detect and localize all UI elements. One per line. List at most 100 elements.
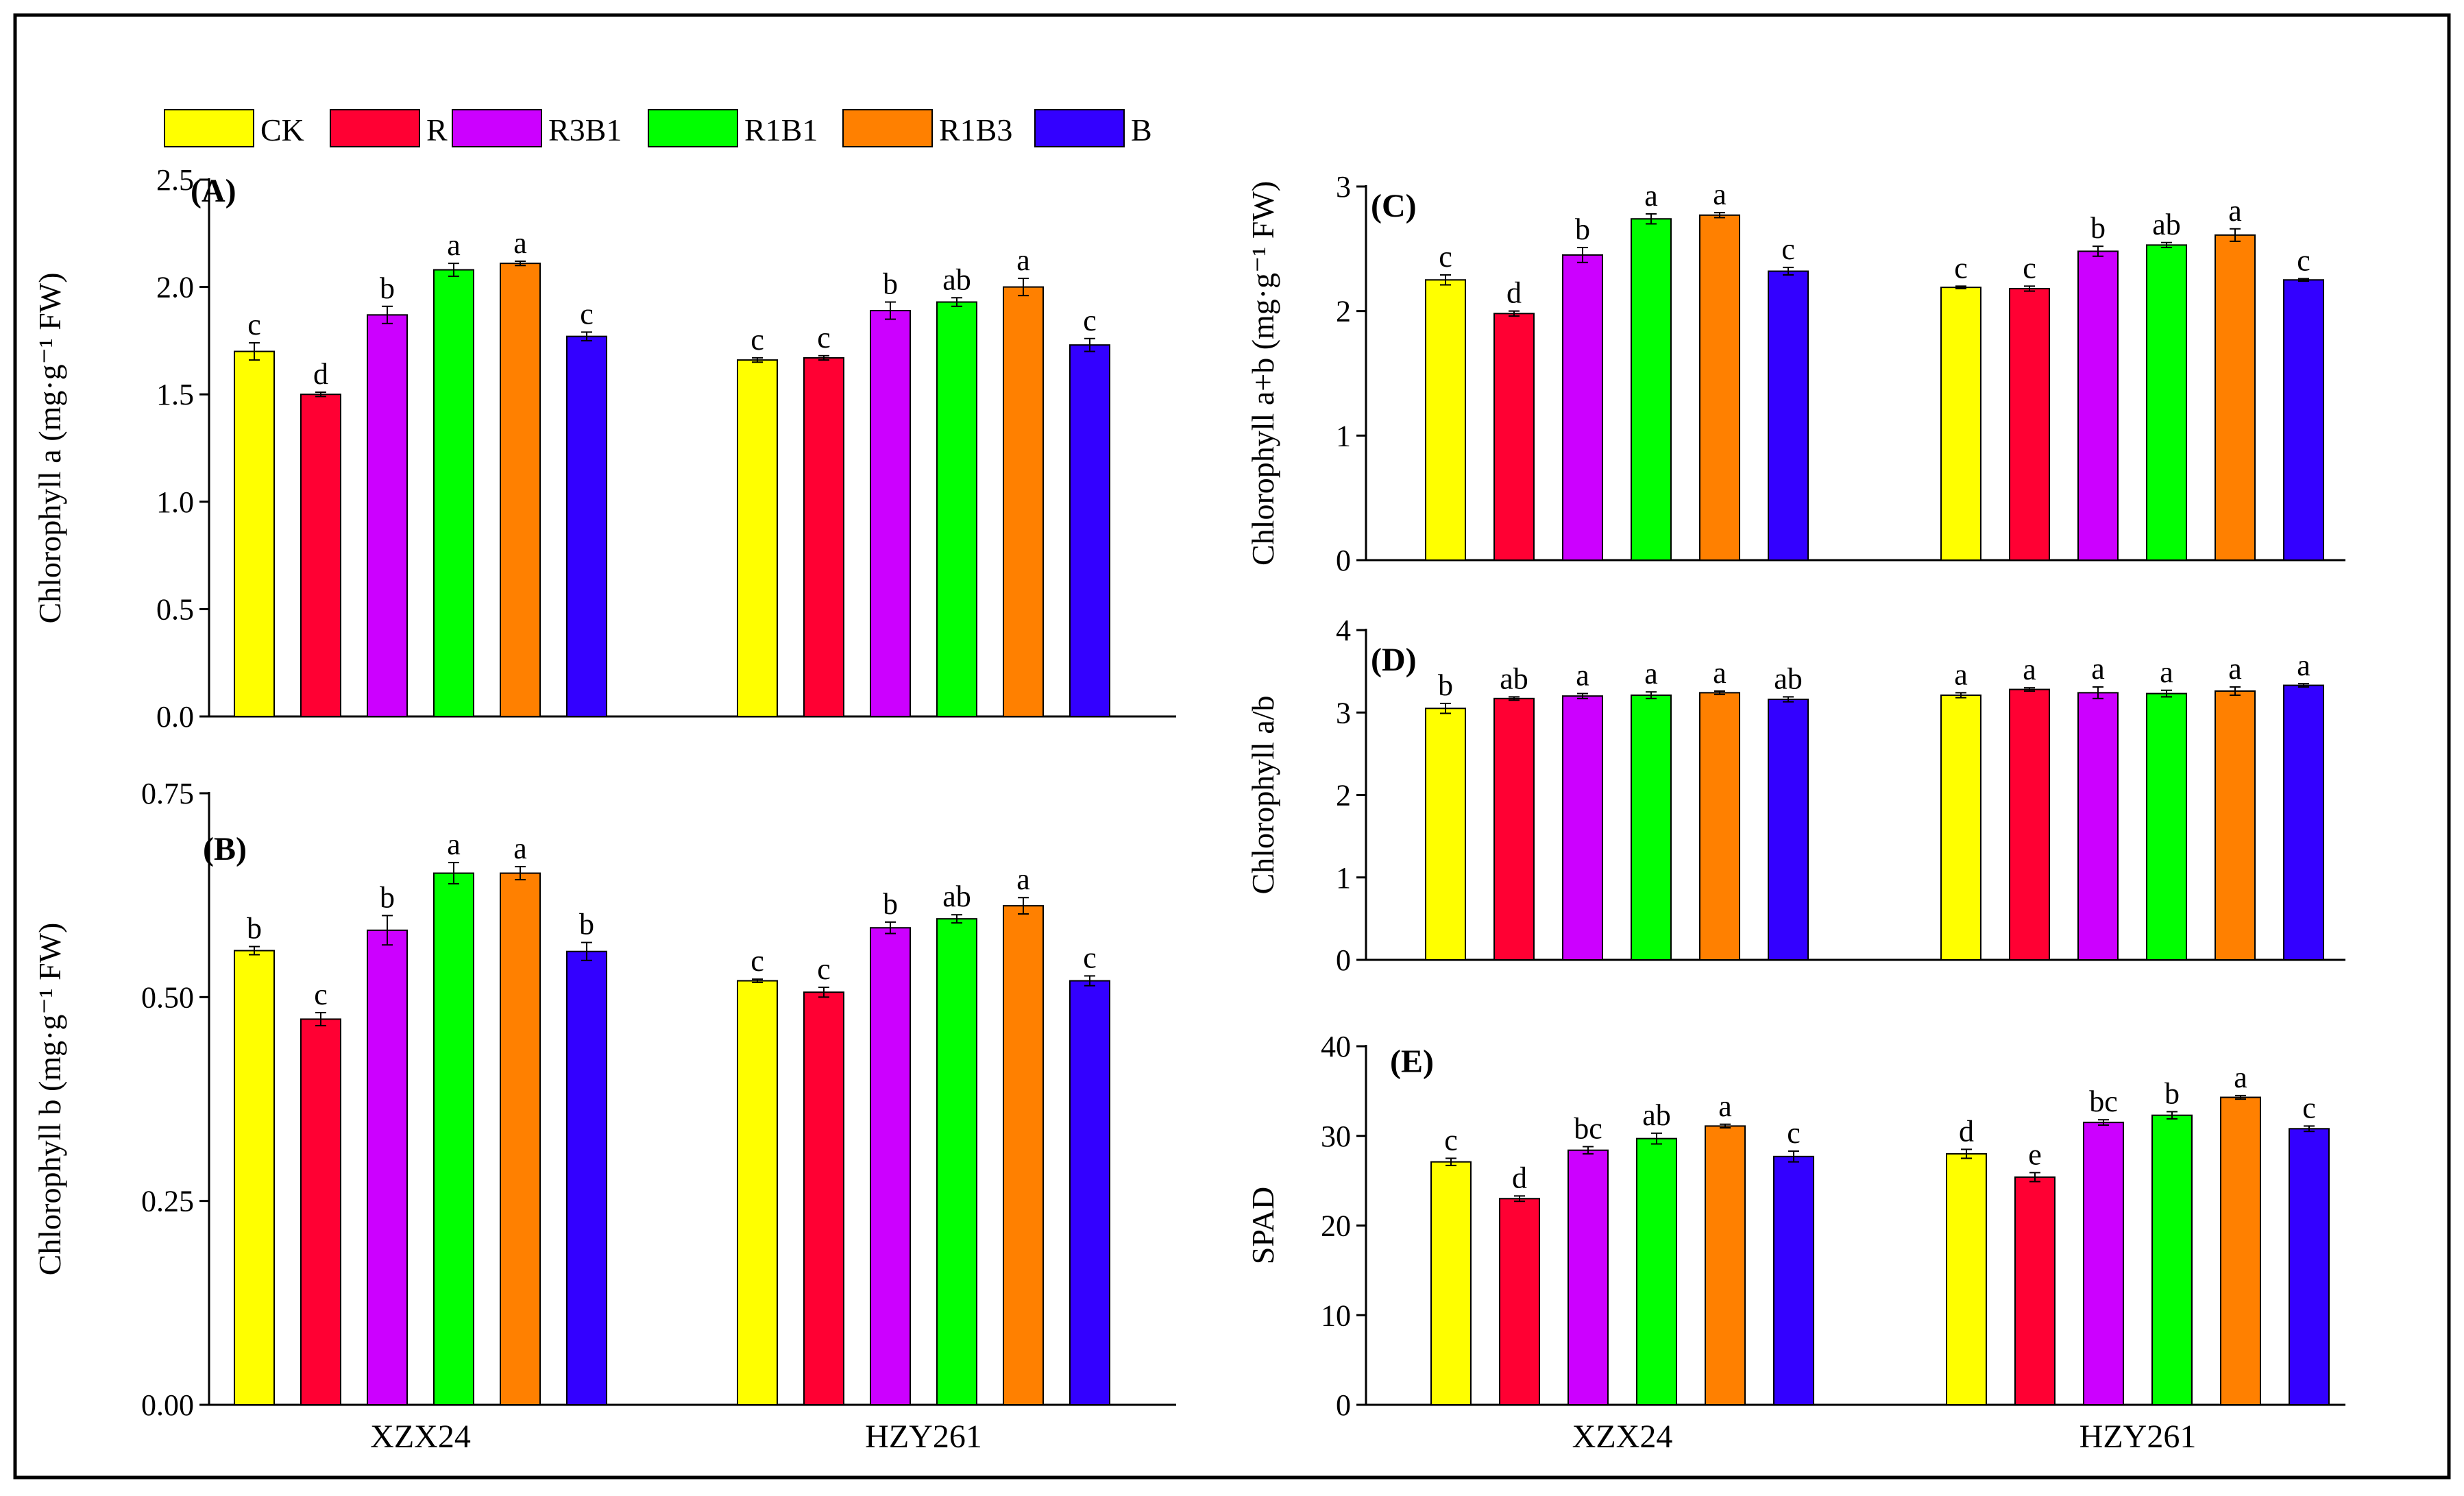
bar-r3b1-xzx24 bbox=[1568, 1149, 1609, 1406]
significance-letter: b bbox=[1438, 668, 1453, 702]
significance-letter: c bbox=[2297, 243, 2310, 277]
significance-letter: b bbox=[2164, 1076, 2180, 1110]
bar-r1b3-hzy261 bbox=[2215, 234, 2256, 561]
bar-r1b3-hzy261 bbox=[2215, 690, 2256, 961]
y-tick-label: 1 bbox=[1336, 419, 1351, 453]
panel-label: (B) bbox=[203, 831, 247, 867]
bar-b-hzy261 bbox=[2289, 1128, 2330, 1406]
significance-letter: b bbox=[579, 908, 594, 941]
bar-r1b1-xzx24 bbox=[1631, 218, 1672, 561]
bar-ck-hzy261 bbox=[1940, 287, 1981, 561]
panel-label: (A) bbox=[191, 173, 236, 209]
bar-b-xzx24 bbox=[1768, 699, 1809, 961]
bar-ck-xzx24 bbox=[1425, 279, 1466, 561]
legend: CK R R3B1 R1B1 R1B3 B bbox=[164, 109, 1152, 147]
y-tick-label: 0.75 bbox=[141, 777, 194, 810]
significance-letter: d bbox=[313, 357, 328, 391]
panel-a: 0.0 0.5 1.0 1.5 2.0 2.5 Chlorophyll a (mg·g⁻¹ … bbox=[32, 163, 1176, 734]
legend-item-r1b1: R1B1 bbox=[648, 109, 818, 147]
bar-r1b1-xzx24 bbox=[433, 872, 474, 1405]
bar-r3b1-hzy261 bbox=[2083, 1122, 2124, 1405]
y-axis-title: SPAD bbox=[1245, 1187, 1280, 1264]
bar-r1b1-hzy261 bbox=[2146, 692, 2187, 961]
bar-r-hzy261 bbox=[803, 991, 844, 1406]
significance-letter: ab bbox=[1500, 662, 1528, 695]
significance-letter: a bbox=[513, 226, 527, 260]
panel-c: 0 1 2 3 Chlorophyll a+b (mg·g⁻¹ FW) (C) c d b a a c… bbox=[1245, 170, 2345, 577]
bar-b-hzy261 bbox=[1069, 344, 1110, 717]
significance-letter: c bbox=[2302, 1091, 2316, 1124]
bar-ck-xzx24 bbox=[234, 950, 275, 1406]
significance-letter: e bbox=[2028, 1137, 2042, 1171]
bar-r1b1-xzx24 bbox=[433, 269, 474, 717]
significance-letter: ab bbox=[2152, 208, 2181, 241]
significance-letter: a bbox=[1718, 1089, 1732, 1123]
panel-e: 0 10 20 30 40 SPAD (E) c d bc ab a c XZX24 d e bc b a c HZY2… bbox=[1245, 1030, 2345, 1455]
significance-letter: c bbox=[817, 952, 831, 986]
legend-swatch bbox=[648, 109, 738, 147]
y-tick-label: 20 bbox=[1321, 1209, 1351, 1243]
y-axis-title: Chlorophyll a+b (mg·g⁻¹ FW) bbox=[1245, 181, 1280, 566]
significance-letter: d bbox=[1512, 1161, 1527, 1194]
x-category-label: XZX24 bbox=[370, 1419, 471, 1455]
significance-letter: c bbox=[247, 308, 261, 341]
x-category-label: XZX24 bbox=[1572, 1419, 1673, 1455]
bar-ck-hzy261 bbox=[737, 359, 778, 717]
significance-letter: b bbox=[380, 880, 395, 914]
bar-ck-hzy261 bbox=[737, 980, 778, 1405]
significance-letter: c bbox=[1781, 232, 1795, 266]
significance-letter: c bbox=[751, 944, 764, 978]
bar-r3b1-xzx24 bbox=[1562, 254, 1603, 561]
bar-r1b1-hzy261 bbox=[2151, 1114, 2193, 1405]
bar-r-xzx24 bbox=[1493, 313, 1535, 561]
legend-label: R bbox=[426, 112, 448, 147]
legend-item-ck: CK bbox=[164, 109, 304, 147]
y-axis-title: Chlorophyll a/b bbox=[1245, 695, 1280, 894]
bar-r1b1-xzx24 bbox=[1636, 1137, 1677, 1405]
bar-ck-xzx24 bbox=[1425, 708, 1466, 961]
y-tick-label: 40 bbox=[1321, 1030, 1351, 1063]
significance-letter: ab bbox=[1642, 1098, 1671, 1132]
significance-letter: a bbox=[447, 828, 461, 861]
panel-label: (D) bbox=[1371, 642, 1417, 678]
significance-letter: c bbox=[1083, 304, 1097, 337]
bar-r1b3-hzy261 bbox=[1003, 286, 1044, 718]
bar-ck-xzx24 bbox=[234, 350, 275, 717]
bar-r3b1-xzx24 bbox=[367, 929, 408, 1405]
significance-letter: a bbox=[1954, 657, 1968, 691]
significance-letter: c bbox=[1439, 240, 1452, 274]
legend-swatch bbox=[452, 109, 542, 147]
bar-r-hzy261 bbox=[803, 357, 844, 717]
legend-swatch bbox=[164, 109, 254, 147]
significance-letter: b bbox=[380, 272, 395, 305]
bar-r-hzy261 bbox=[2009, 287, 2050, 561]
bar-r1b3-hzy261 bbox=[1003, 905, 1044, 1406]
significance-letter: c bbox=[1083, 941, 1097, 974]
significance-letter: a bbox=[447, 228, 461, 262]
panel-b: 0.00 0.25 0.50 0.75 Chlorophyll b (mg·g⁻¹ FW… bbox=[32, 777, 1176, 1455]
bar-r-xzx24 bbox=[1493, 697, 1535, 961]
significance-letter: a bbox=[2228, 194, 2242, 228]
bar-r-hzy261 bbox=[2009, 688, 2050, 961]
significance-letter: a bbox=[1713, 656, 1727, 690]
significance-letter: bc bbox=[2089, 1085, 2118, 1118]
bar-r1b3-xzx24 bbox=[500, 872, 541, 1405]
legend-label: R1B1 bbox=[744, 112, 818, 147]
y-tick-label: 2.5 bbox=[156, 163, 194, 197]
y-tick-label: 1.5 bbox=[156, 378, 194, 411]
bar-ck-xzx24 bbox=[1430, 1161, 1472, 1405]
significance-letter: ab bbox=[1774, 662, 1803, 695]
y-tick-label: 0.50 bbox=[141, 980, 194, 1014]
panel-d: 0 1 2 3 4 Chlorophyll a/b (D) b ab a a a ab a a a a a a bbox=[1245, 614, 2345, 977]
significance-letter: a bbox=[1713, 178, 1727, 211]
legend-item-r: R bbox=[330, 109, 448, 147]
bar-r-xzx24 bbox=[1499, 1198, 1540, 1406]
y-tick-label: 2 bbox=[1336, 295, 1351, 328]
significance-letter: b bbox=[1575, 213, 1590, 246]
legend-swatch bbox=[330, 109, 420, 147]
bar-r1b1-hzy261 bbox=[936, 301, 977, 717]
bar-r1b3-xzx24 bbox=[1699, 692, 1740, 961]
bar-r1b3-xzx24 bbox=[500, 263, 541, 717]
